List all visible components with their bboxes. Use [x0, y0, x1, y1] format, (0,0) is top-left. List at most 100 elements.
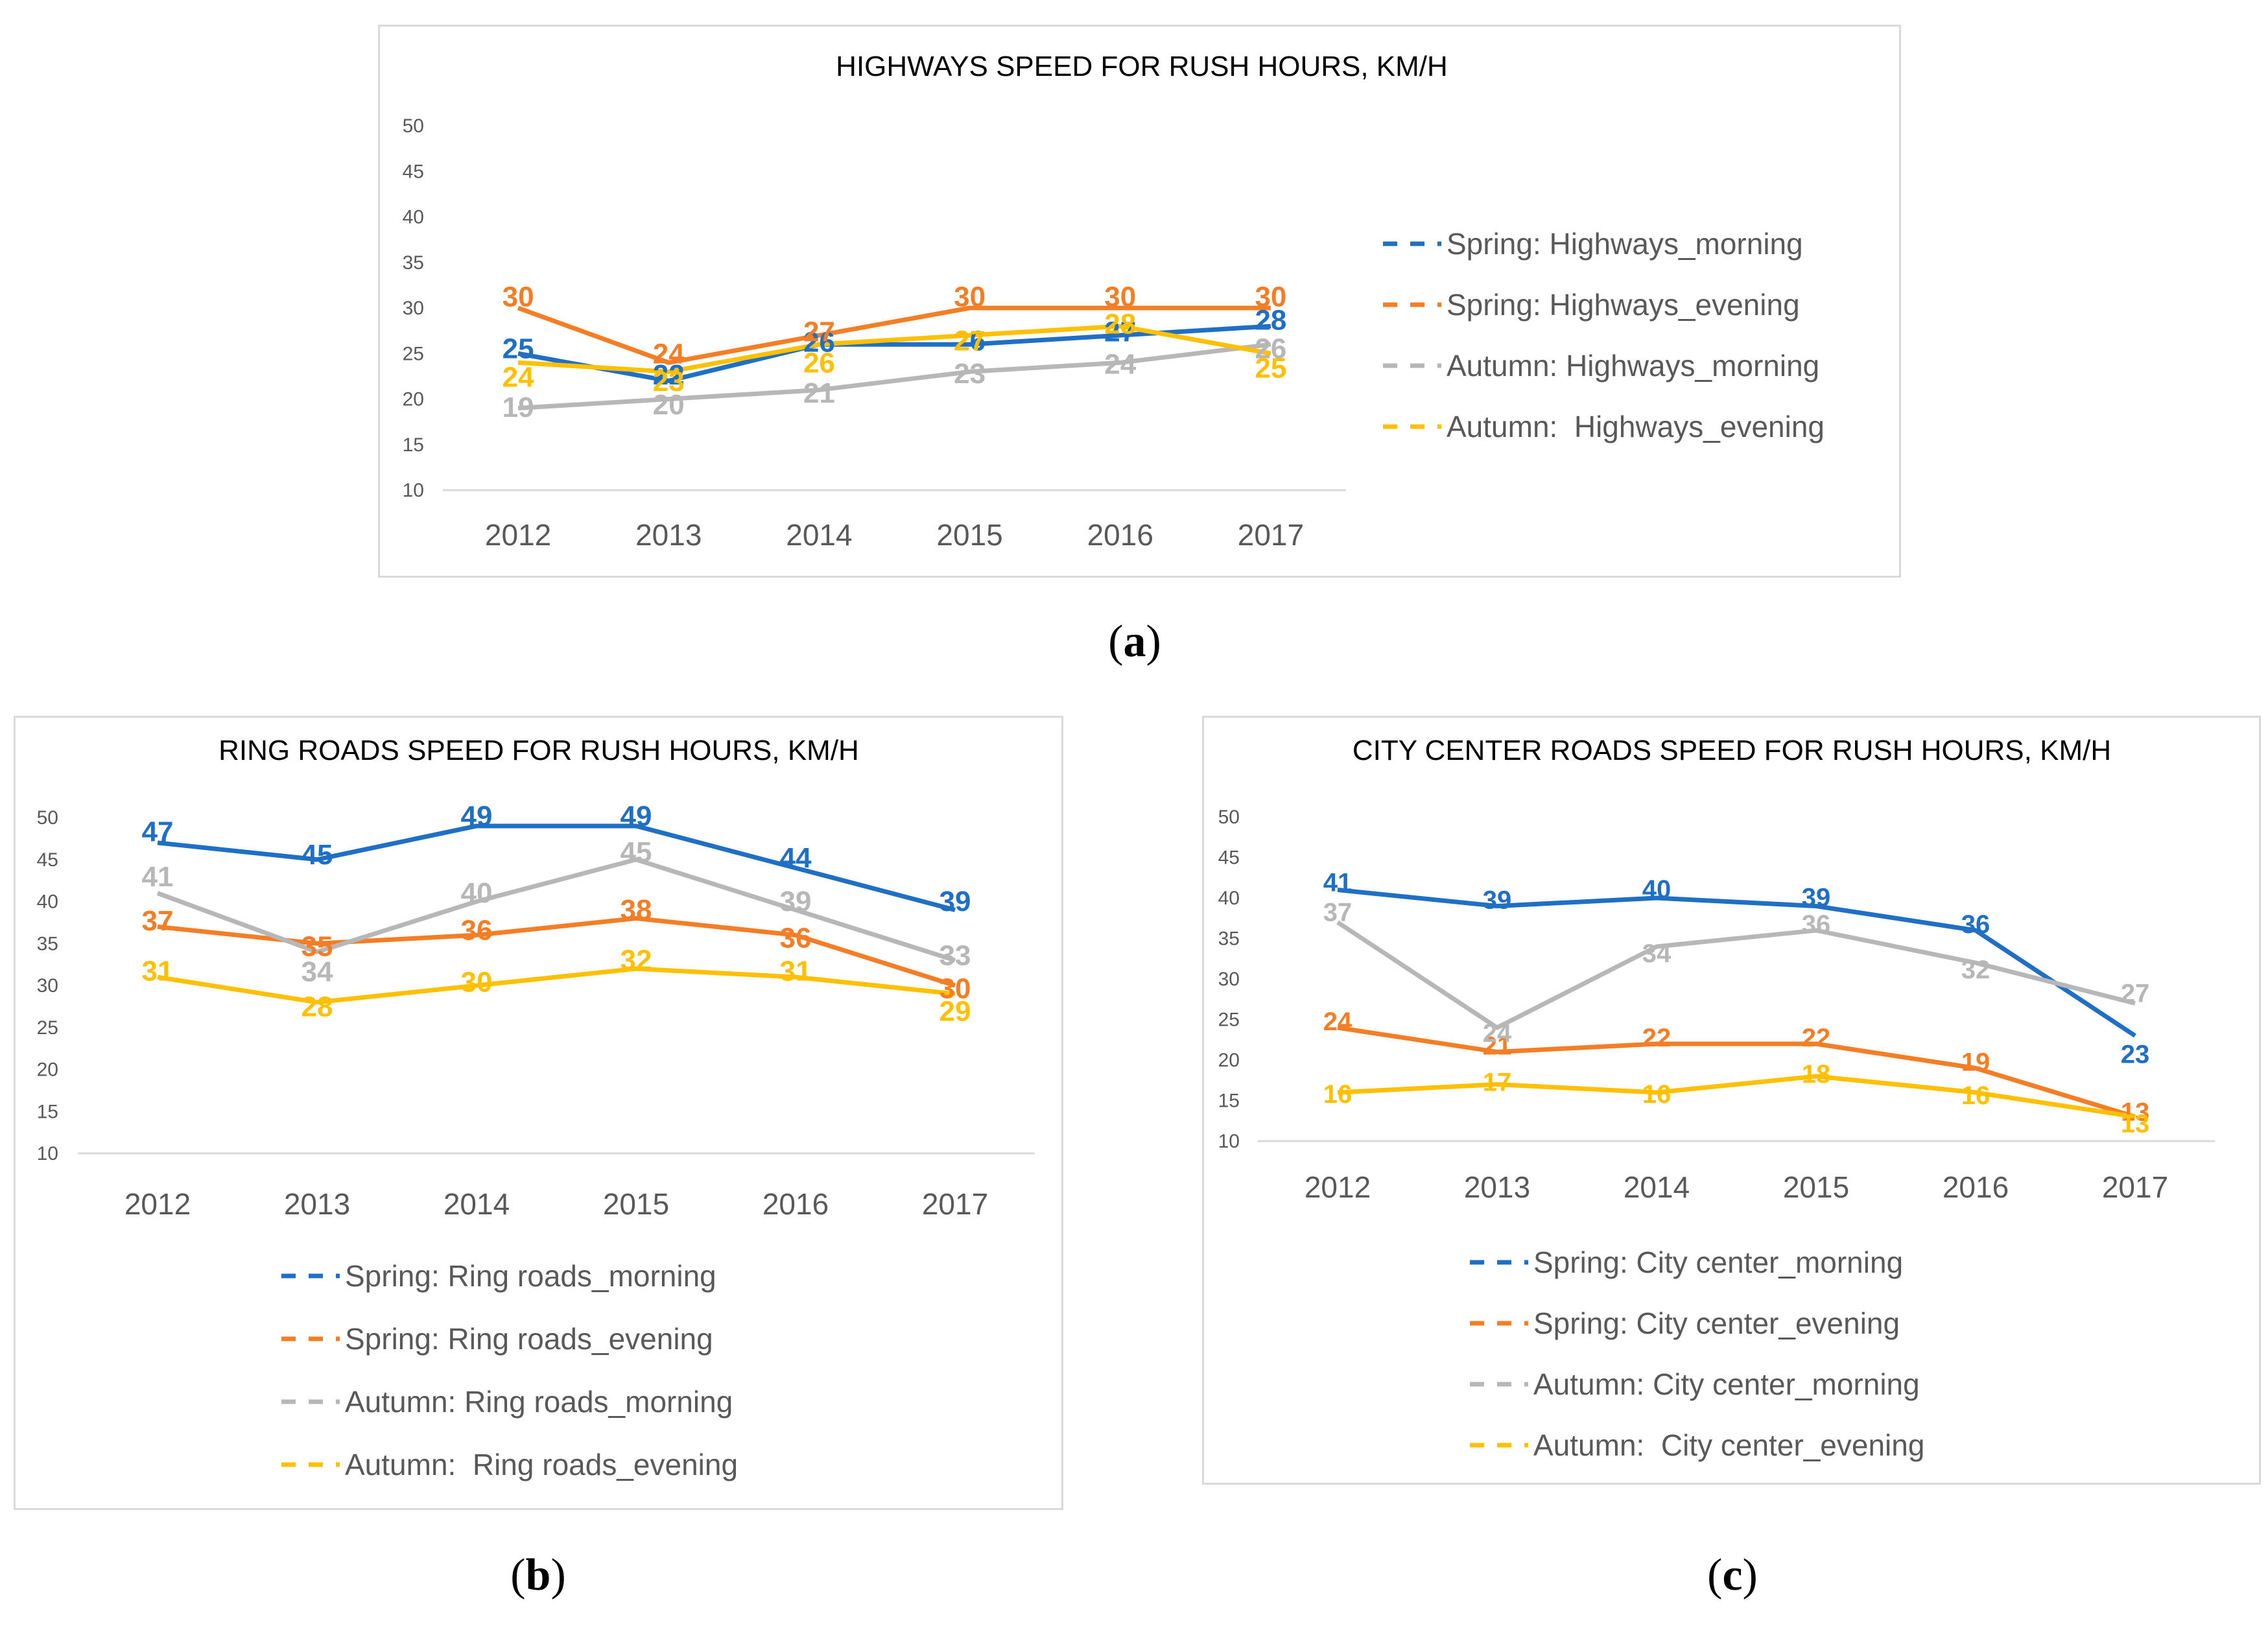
y-tick-label: 10: [1218, 1131, 1240, 1152]
series-line: [517, 324, 1271, 383]
data-label: 38: [620, 894, 652, 926]
x-tick-label: 2017: [2102, 1170, 2168, 1204]
y-tick-label: 30: [403, 298, 424, 319]
data-label: 44: [780, 842, 812, 874]
data-label: 25: [502, 333, 534, 365]
y-tick-label: 50: [1218, 807, 1240, 828]
data-label: 37: [142, 905, 174, 937]
data-label: 40: [461, 877, 493, 909]
data-label: 39: [939, 886, 971, 917]
data-label: 17: [1483, 1068, 1512, 1097]
data-label: 23: [954, 358, 986, 390]
y-tick-label: 35: [37, 933, 58, 954]
series-line: [1337, 1025, 2136, 1119]
data-label: 30: [502, 281, 534, 313]
y-tick-label: 15: [403, 434, 424, 456]
data-label: 28: [1104, 309, 1136, 340]
data-label: 36: [1961, 910, 1990, 939]
x-tick-label: 2014: [786, 518, 852, 552]
data-label: 19: [1961, 1048, 1990, 1077]
x-tick-label: 2017: [922, 1187, 988, 1221]
series-line: [156, 857, 956, 963]
series-line: [1337, 1074, 2136, 1119]
x-tick-label: 2012: [1305, 1170, 1371, 1204]
data-label: 28: [301, 991, 333, 1022]
x-tick-label: 2016: [1943, 1170, 2009, 1204]
data-label: 22: [1642, 1024, 1671, 1052]
data-label: 26: [803, 327, 835, 359]
legend-label: Spring: City center_evening: [1533, 1306, 1900, 1340]
data-label: 24: [653, 338, 685, 370]
y-tick-label: 25: [403, 343, 424, 364]
chart-panel-ring-roads: RING ROADS SPEED FOR RUSH HOURS, KM/H 10 1…: [14, 716, 1063, 1510]
data-label: 13: [2121, 1098, 2150, 1127]
legend-label: Autumn: City center_evening: [1533, 1428, 1924, 1462]
data-label: 20: [653, 389, 685, 421]
series-line: [517, 324, 1271, 374]
data-label: 13: [2121, 1110, 2150, 1138]
chart-panel-highways: HIGHWAYS SPEED FOR RUSH HOURS, KM/H 10 15 2…: [378, 25, 1901, 578]
data-label: 30: [1104, 281, 1136, 313]
y-tick-label: 15: [1218, 1091, 1240, 1112]
data-label: 36: [1802, 910, 1831, 939]
data-label: 21: [803, 377, 835, 409]
chart-panel-city-center: CITY CENTER ROADS SPEED FOR RUSH HOURS, …: [1202, 716, 2261, 1485]
data-label: 35: [301, 931, 333, 963]
legend-label: Autumn: Ring roads_evening: [345, 1448, 738, 1481]
chart-city-center: CITY CENTER ROADS SPEED FOR RUSH HOURS, …: [1218, 735, 2215, 1462]
data-label: 41: [142, 861, 174, 893]
legend-label: Spring: City center_morning: [1533, 1245, 1903, 1279]
x-tick-label: 2015: [603, 1187, 669, 1221]
data-label: 21: [1483, 1032, 1512, 1061]
x-tick-label: 2015: [1783, 1170, 1849, 1204]
legend-label: Autumn: City center_morning: [1533, 1367, 1920, 1401]
y-tick-label: 50: [37, 807, 58, 829]
x-tick-label: 2016: [762, 1187, 829, 1221]
chart-highways: HIGHWAYS SPEED FOR RUSH HOURS, KM/H 10 15 2…: [403, 51, 1825, 552]
chart-title: HIGHWAYS SPEED FOR RUSH HOURS, KM/H: [836, 51, 1448, 82]
legend-label: Spring: Ring roads_evening: [345, 1322, 713, 1356]
y-tick-label: 10: [403, 480, 424, 501]
y-tick-label: 40: [37, 891, 58, 913]
y-tick-label: 25: [37, 1017, 58, 1039]
y-tick-label: 35: [1218, 928, 1240, 950]
legend-label: Spring: Highways_morning: [1447, 227, 1803, 261]
data-label: 39: [1483, 886, 1512, 915]
data-label: 24: [502, 362, 534, 394]
data-label: 30: [1255, 281, 1286, 313]
data-label: 32: [620, 945, 652, 976]
y-tick-label: 35: [403, 252, 424, 274]
series-line: [517, 342, 1271, 411]
series-line: [157, 966, 956, 1005]
x-tick-label: 2014: [1624, 1170, 1690, 1204]
data-label: 45: [620, 836, 652, 868]
x-tick-label: 2015: [936, 518, 1002, 552]
legend-label: Autumn: Highways_morning: [1447, 349, 1819, 383]
data-label: 30: [939, 973, 971, 1004]
data-label: 29: [939, 995, 971, 1027]
x-tick-label: 2013: [1464, 1170, 1530, 1204]
data-label: 30: [954, 281, 986, 313]
series-line: [1337, 888, 2136, 1038]
x-tick-label: 2016: [1087, 518, 1153, 552]
y-tick-label: 45: [1218, 847, 1240, 869]
data-label: 24: [1323, 1008, 1353, 1036]
data-label: 22: [653, 359, 685, 391]
legend-label: Spring: Ring roads_morning: [345, 1259, 716, 1293]
chart-title: CITY CENTER ROADS SPEED FOR RUSH HOURS, …: [1353, 735, 2111, 766]
data-label: 32: [1961, 956, 1990, 984]
data-label: 24: [1104, 349, 1136, 381]
y-tick-label: 40: [1218, 888, 1240, 909]
y-tick-label: 45: [37, 849, 58, 871]
x-tick-label: 2012: [124, 1187, 191, 1221]
data-label: 26: [1255, 333, 1286, 365]
x-tick-label: 2012: [485, 518, 551, 552]
data-label: 22: [1802, 1024, 1831, 1052]
x-tick-label: 2014: [443, 1187, 510, 1221]
y-tick-label: 25: [1218, 1009, 1240, 1031]
caption-c: (c): [1707, 1550, 1758, 1600]
data-label: 49: [461, 800, 493, 832]
series-line: [517, 305, 1271, 365]
data-label: 23: [653, 366, 685, 397]
data-label: 16: [1961, 1081, 1990, 1110]
